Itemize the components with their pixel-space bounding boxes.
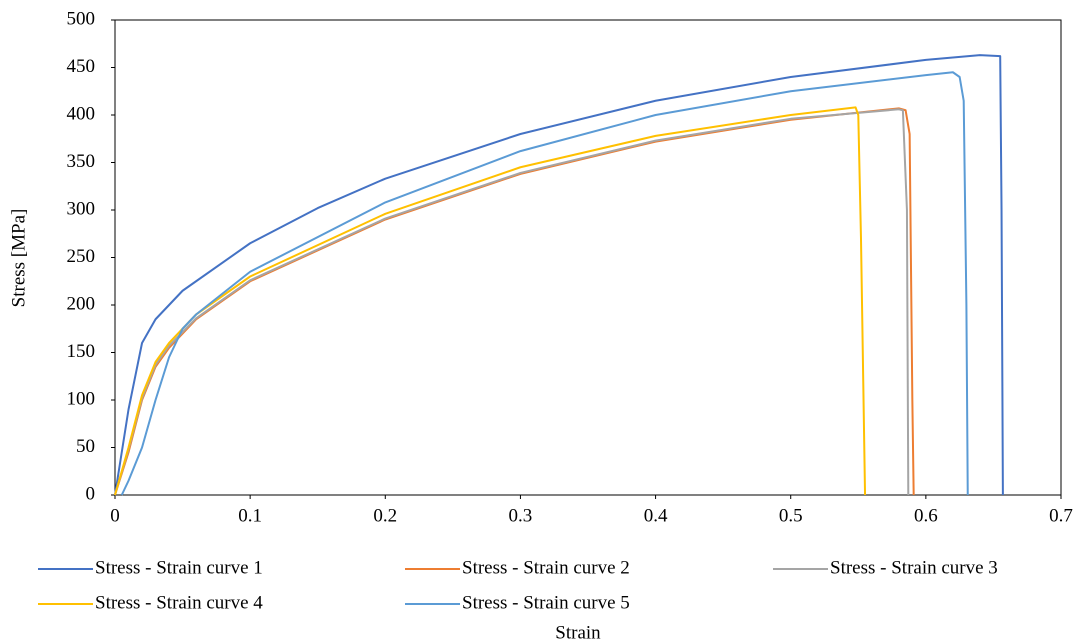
x-tick-label: 0.6 [914,505,938,526]
x-tick-label: 0.3 [509,505,533,526]
y-tick-label: 100 [67,388,96,409]
series-line [120,71,969,496]
y-tick-label: 500 [67,8,96,29]
y-tick-label: 300 [67,198,96,219]
y-tick-label: 250 [67,246,96,267]
x-tick-label: 0 [110,505,120,526]
legend-label: Stress - Strain curve 5 [462,592,630,613]
y-tick-label: 150 [67,341,96,362]
plot-frame [114,19,1062,496]
x-tick-label: 0.1 [238,505,262,526]
x-tick-label: 0.2 [373,505,397,526]
x-tick-label: 0.7 [1049,505,1073,526]
x-tick-label: 0.5 [779,505,803,526]
y-tick-label: 0 [86,483,96,504]
y-axis-label: Stress [MPa] [8,209,29,308]
legend-label: Stress - Strain curve 1 [95,557,263,578]
legend-label: Stress - Strain curve 2 [462,557,630,578]
legend-label: Stress - Strain curve 4 [95,592,263,613]
x-axis-label: Strain [555,622,601,643]
x-tick-label: 0.4 [644,505,668,526]
series-line [114,106,867,496]
legend-label: Stress - Strain curve 3 [830,557,998,578]
y-tick-label: 400 [67,103,96,124]
y-tick-label: 50 [76,436,95,457]
series-line [114,54,1004,496]
y-tick-label: 200 [67,293,96,314]
series-line [114,108,910,496]
y-tick-label: 350 [67,151,96,172]
series-line [114,107,915,496]
y-tick-label: 450 [67,56,96,77]
